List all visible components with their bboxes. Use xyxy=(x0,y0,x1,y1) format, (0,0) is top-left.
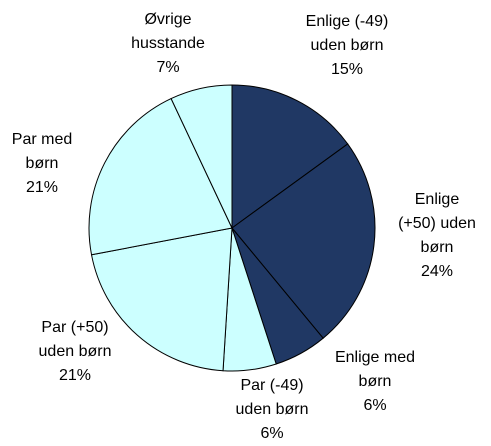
value-label: 21% xyxy=(59,367,91,384)
slice-label: (+50) uden xyxy=(398,215,476,232)
pie-slice xyxy=(88,97,233,256)
value-label: 15% xyxy=(331,61,363,78)
value-label: 6% xyxy=(363,397,386,414)
slice-label: uden børn xyxy=(39,343,112,360)
slice-label: børn xyxy=(26,155,59,172)
slice-label: uden børn xyxy=(236,401,309,418)
slice-label: Enlige med xyxy=(335,349,415,366)
slice-label: Par (+50) xyxy=(41,319,108,336)
value-label: 21% xyxy=(26,179,58,196)
slice-label: Øvrige xyxy=(144,11,191,28)
pie-slice xyxy=(170,84,233,229)
slice-label: Par (-49) xyxy=(240,377,303,394)
pie-slice xyxy=(90,227,233,372)
slice-label: Enlige (-49) xyxy=(306,13,389,30)
slice-label: Par med xyxy=(12,131,72,148)
value-label: 7% xyxy=(156,59,179,76)
slice-label: børn xyxy=(421,239,454,256)
value-label: 6% xyxy=(260,425,283,442)
slice-label: børn xyxy=(359,373,392,390)
pie-slice xyxy=(231,84,349,229)
slice-label: husstande xyxy=(131,35,205,52)
slice-label: Enlige xyxy=(415,191,460,208)
slice-label: uden børn xyxy=(311,37,384,54)
pie-slice xyxy=(231,143,376,339)
value-label: 24% xyxy=(421,263,453,280)
